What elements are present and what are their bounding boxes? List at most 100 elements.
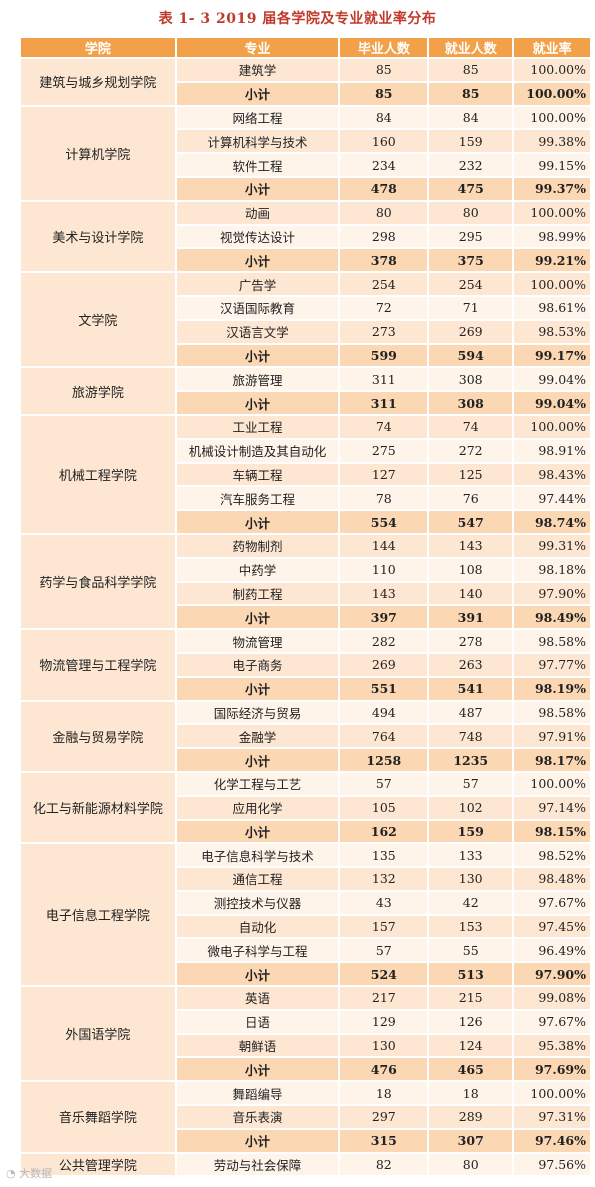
college-name: 机械工程学院 bbox=[21, 415, 175, 533]
table-body: 建筑与城乡规划学院 建筑学 85 85 100.00% 小计 85 85 100.00% 计算机学… bbox=[21, 59, 590, 1176]
table-row: 物流管理与工程学院 物流管理 282 278 98.58% bbox=[21, 630, 590, 700]
employed-cell: 143 bbox=[429, 534, 513, 557]
employment-rate-cell: 100.00% bbox=[514, 415, 590, 438]
major-cell: 小计 bbox=[176, 963, 339, 986]
major-cell: 小计 bbox=[176, 249, 339, 272]
graduates-cell: 129 bbox=[340, 1010, 428, 1033]
graduates-cell: 551 bbox=[340, 677, 428, 700]
table-row: 机械设计制造及其自动化 275 272 98.91% bbox=[21, 439, 590, 462]
graduates-cell: 217 bbox=[340, 987, 428, 1009]
employed-cell: 465 bbox=[429, 1058, 513, 1081]
table-row: 美术与设计学院 动画 80 80 100.00% bbox=[21, 201, 590, 272]
table-row: 汽车服务工程 78 76 97.44% bbox=[21, 487, 590, 510]
college-name: 美术与设计学院 bbox=[21, 201, 175, 272]
subtotal-row: 小计 554 547 98.74% bbox=[21, 511, 590, 533]
graduates-cell: 105 bbox=[340, 796, 428, 819]
graduates-cell: 599 bbox=[340, 344, 428, 367]
employment-rate-cell: 99.38% bbox=[514, 130, 590, 153]
employment-rate-cell: 99.15% bbox=[514, 154, 590, 176]
table-row: 汉语国际教育 72 71 98.61% bbox=[21, 296, 590, 319]
graduates-cell: 275 bbox=[340, 439, 428, 462]
employed-cell: 74 bbox=[429, 415, 513, 438]
major-cell: 英语 bbox=[176, 987, 339, 1009]
major-cell: 金融学 bbox=[176, 725, 339, 748]
employment-rate-cell: 98.58% bbox=[514, 701, 590, 724]
college-name: 外国语学院 bbox=[21, 987, 175, 1081]
graduates-cell: 494 bbox=[340, 701, 428, 724]
college-name: 计算机学院 bbox=[21, 106, 175, 200]
major-cell: 小计 bbox=[176, 606, 339, 629]
employment-rate-cell: 99.04% bbox=[514, 392, 590, 414]
subtotal-row: 小计 315 307 97.46% bbox=[21, 1129, 590, 1152]
table-row: 计算机科学与技术 160 159 99.38% bbox=[21, 130, 590, 153]
major-cell: 测控技术与仪器 bbox=[176, 891, 339, 914]
major-cell: 广告学 bbox=[176, 273, 339, 295]
employment-rate-cell: 97.45% bbox=[514, 915, 590, 938]
college-name: 音乐舞蹈学院 bbox=[21, 1082, 175, 1152]
employed-cell: 269 bbox=[429, 320, 513, 343]
employment-rate-cell: 98.43% bbox=[514, 463, 590, 486]
table-row: 公共管理学院 劳动与社会保障 82 80 97.56% bbox=[21, 1153, 590, 1176]
employed-cell: 42 bbox=[429, 891, 513, 914]
graduates-cell: 143 bbox=[340, 582, 428, 605]
employment-rate-cell: 97.44% bbox=[514, 487, 590, 510]
employment-rate-cell: 100.00% bbox=[514, 201, 590, 224]
header-major: 专业 bbox=[176, 38, 339, 57]
employment-rate-cell: 98.48% bbox=[514, 868, 590, 890]
graduates-cell: 57 bbox=[340, 939, 428, 962]
graduates-cell: 311 bbox=[340, 368, 428, 391]
graduates-cell: 269 bbox=[340, 653, 428, 676]
employment-rate-cell: 98.61% bbox=[514, 296, 590, 319]
employed-cell: 487 bbox=[429, 701, 513, 724]
subtotal-row: 小计 378 375 99.21% bbox=[21, 249, 590, 272]
graduates-cell: 80 bbox=[340, 201, 428, 224]
employment-rate-cell: 97.14% bbox=[514, 796, 590, 819]
employment-rate-cell: 97.90% bbox=[514, 582, 590, 605]
major-cell: 建筑学 bbox=[176, 59, 339, 81]
major-cell: 汉语言文学 bbox=[176, 320, 339, 343]
graduates-cell: 144 bbox=[340, 534, 428, 557]
employed-cell: 289 bbox=[429, 1106, 513, 1128]
graduates-cell: 18 bbox=[340, 1082, 428, 1105]
graduates-cell: 135 bbox=[340, 844, 428, 867]
employment-rate-cell: 98.53% bbox=[514, 320, 590, 343]
graduates-cell: 162 bbox=[340, 820, 428, 843]
table-row: 自动化 157 153 97.45% bbox=[21, 915, 590, 938]
graduates-cell: 85 bbox=[340, 82, 428, 105]
employed-cell: 126 bbox=[429, 1010, 513, 1033]
employed-cell: 153 bbox=[429, 915, 513, 938]
major-cell: 小计 bbox=[176, 392, 339, 414]
header-college: 学院 bbox=[21, 38, 175, 57]
employed-cell: 254 bbox=[429, 273, 513, 295]
major-cell: 朝鲜语 bbox=[176, 1034, 339, 1057]
table-row: 外国语学院 英语 217 215 99.08% bbox=[21, 987, 590, 1081]
graduates-cell: 127 bbox=[340, 463, 428, 486]
employment-rate-cell: 100.00% bbox=[514, 772, 590, 795]
graduates-cell: 311 bbox=[340, 392, 428, 414]
major-cell: 网络工程 bbox=[176, 106, 339, 129]
major-cell: 小计 bbox=[176, 749, 339, 771]
graduates-cell: 84 bbox=[340, 106, 428, 129]
major-cell: 小计 bbox=[176, 677, 339, 700]
employment-rate-cell: 97.67% bbox=[514, 891, 590, 914]
graduates-cell: 72 bbox=[340, 296, 428, 319]
employment-rate-cell: 98.99% bbox=[514, 225, 590, 248]
graduates-cell: 78 bbox=[340, 487, 428, 510]
graduates-cell: 378 bbox=[340, 249, 428, 272]
major-cell: 化学工程与工艺 bbox=[176, 772, 339, 795]
employed-cell: 80 bbox=[429, 1153, 513, 1176]
major-cell: 小计 bbox=[176, 82, 339, 105]
table-caption: 表 1- 3 2019 届各学院及专业就业率分布 bbox=[158, 11, 437, 27]
graduates-cell: 82 bbox=[340, 1153, 428, 1176]
employment-rate-cell: 98.52% bbox=[514, 844, 590, 867]
major-cell: 自动化 bbox=[176, 915, 339, 938]
major-cell: 中药学 bbox=[176, 558, 339, 581]
table-row: 应用化学 105 102 97.14% bbox=[21, 796, 590, 819]
graduates-cell: 1258 bbox=[340, 749, 428, 771]
employment-rate-cell: 100.00% bbox=[514, 106, 590, 129]
graduates-cell: 524 bbox=[340, 963, 428, 986]
college-name: 物流管理与工程学院 bbox=[21, 630, 175, 700]
employed-cell: 108 bbox=[429, 558, 513, 581]
major-cell: 药物制剂 bbox=[176, 534, 339, 557]
header-employment-rate: 就业率 bbox=[514, 38, 590, 57]
